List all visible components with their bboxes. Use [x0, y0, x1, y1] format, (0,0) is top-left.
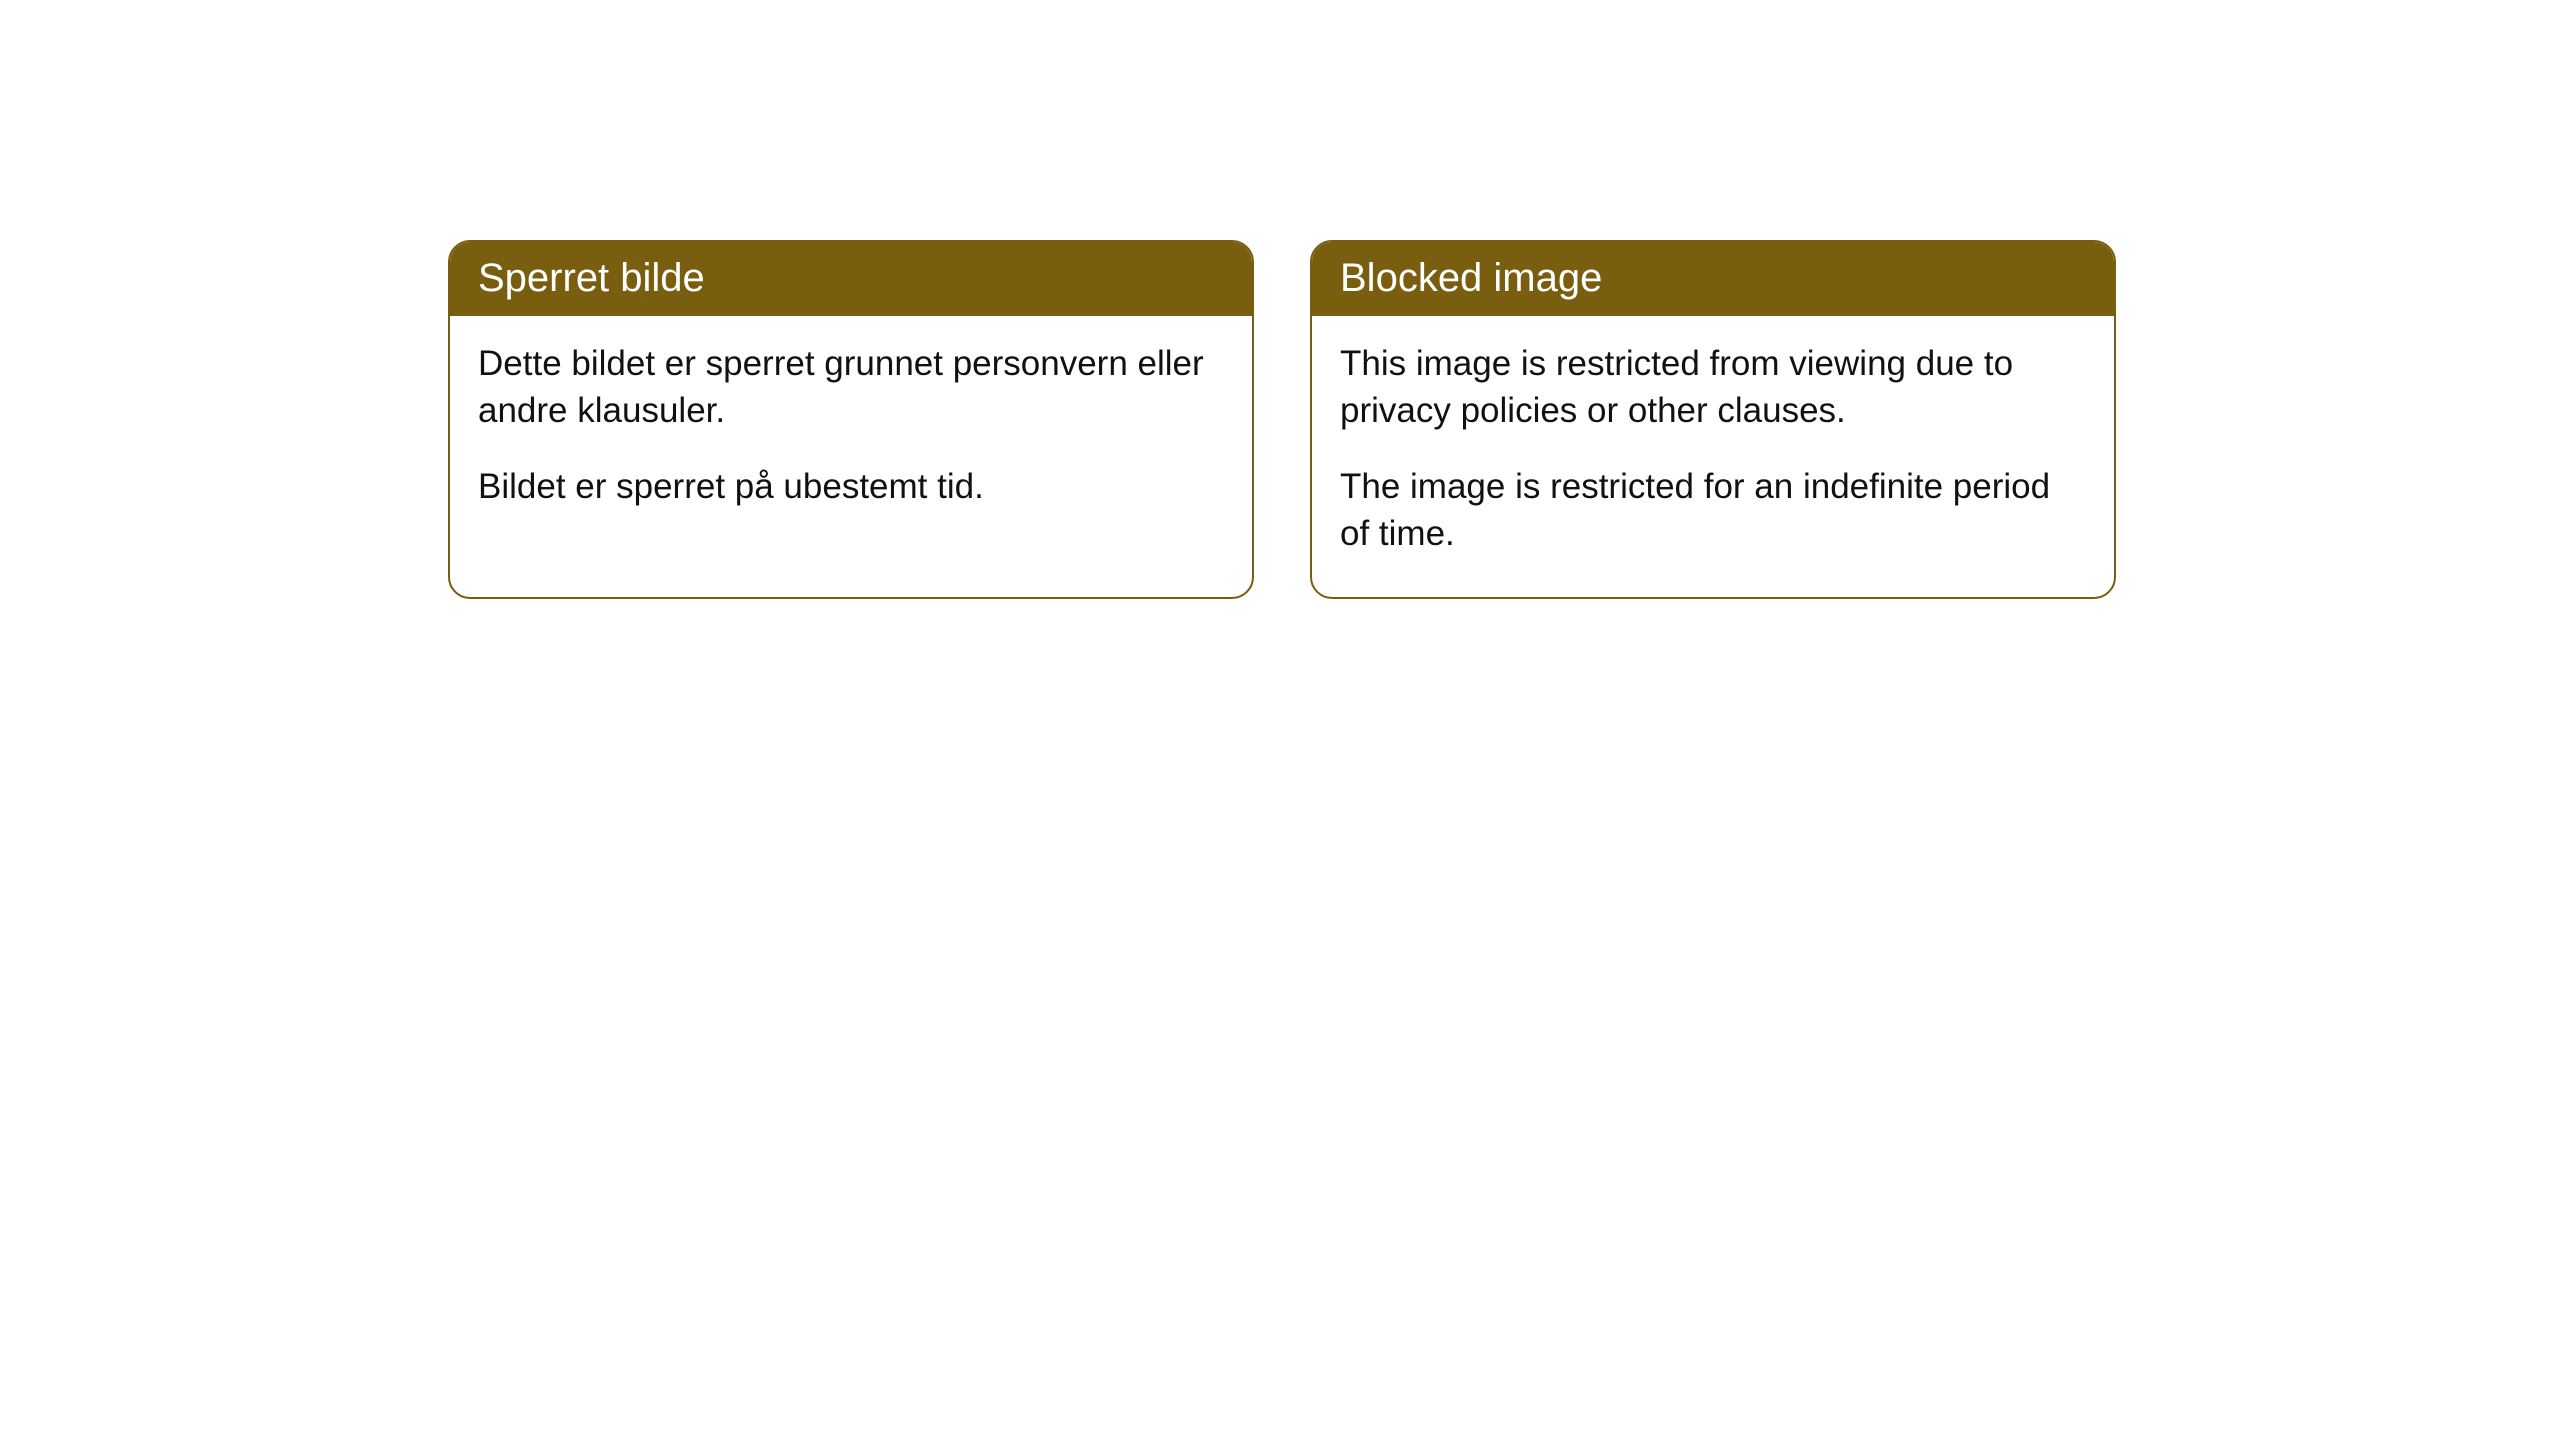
- card-norwegian: Sperret bilde Dette bildet er sperret gr…: [448, 240, 1254, 599]
- notice-cards-container: Sperret bilde Dette bildet er sperret gr…: [448, 240, 2116, 599]
- card-english-paragraph-1: This image is restricted from viewing du…: [1340, 340, 2086, 435]
- card-english: Blocked image This image is restricted f…: [1310, 240, 2116, 599]
- card-norwegian-paragraph-2: Bildet er sperret på ubestemt tid.: [478, 463, 1224, 510]
- card-norwegian-paragraph-1: Dette bildet er sperret grunnet personve…: [478, 340, 1224, 435]
- card-norwegian-body: Dette bildet er sperret grunnet personve…: [450, 316, 1252, 550]
- card-english-title: Blocked image: [1312, 242, 2114, 316]
- card-norwegian-title: Sperret bilde: [450, 242, 1252, 316]
- card-english-paragraph-2: The image is restricted for an indefinit…: [1340, 463, 2086, 558]
- card-english-body: This image is restricted from viewing du…: [1312, 316, 2114, 597]
